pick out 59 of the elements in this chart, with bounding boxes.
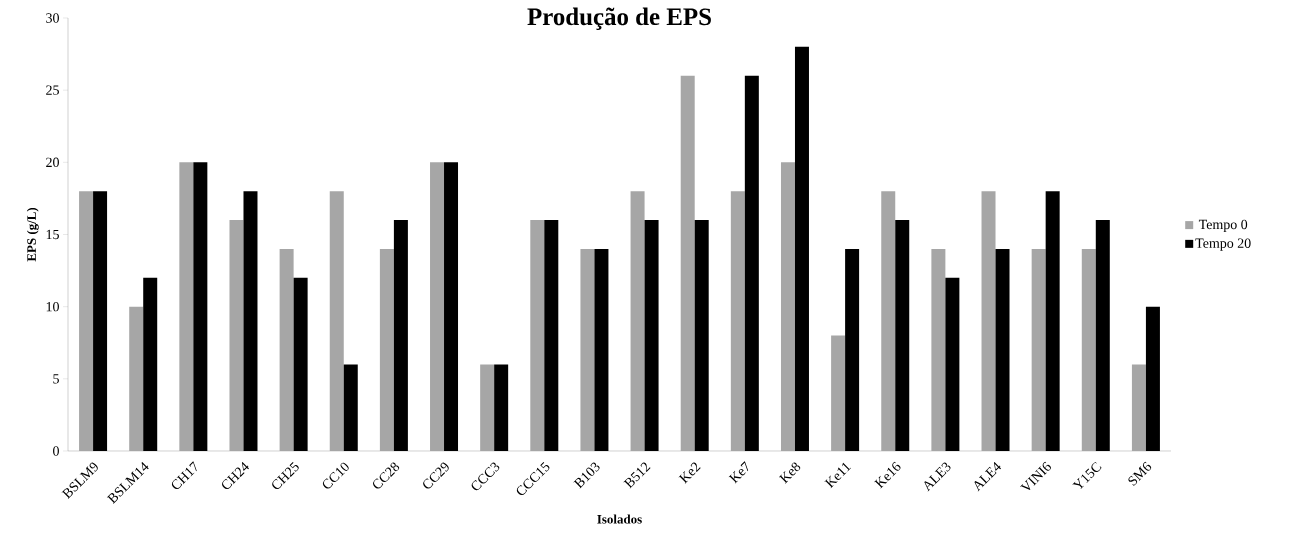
- bar: [680, 75, 695, 451]
- y-tick-label: 15: [46, 229, 59, 240]
- x-axis-title: Isolados: [597, 514, 642, 524]
- bar: [931, 248, 946, 451]
- y-tick-label: 0: [53, 446, 59, 456]
- bar: [1145, 306, 1160, 451]
- bar: [293, 277, 308, 451]
- bar: [580, 248, 595, 451]
- bar: [845, 248, 860, 451]
- bar: [694, 220, 709, 451]
- x-tick-label: Ke2: [678, 462, 701, 484]
- bar: [279, 248, 294, 451]
- bar: [444, 162, 459, 451]
- bar: [79, 191, 94, 451]
- bar: [494, 364, 509, 451]
- bar: [193, 162, 208, 451]
- bar: [1045, 191, 1060, 451]
- bar: [93, 191, 108, 451]
- bar: [945, 277, 960, 451]
- bar: [1031, 248, 1046, 451]
- legend-label: Tempo 20: [1195, 238, 1251, 251]
- bar: [379, 248, 394, 451]
- bar: [1095, 220, 1110, 451]
- bar: [780, 162, 795, 451]
- bar: [831, 335, 846, 451]
- bar: [630, 191, 645, 451]
- bar: [480, 364, 495, 451]
- bar: [594, 248, 609, 451]
- legend-label: Tempo 0: [1198, 219, 1248, 232]
- y-tick-label: 10: [46, 301, 59, 312]
- bar: [329, 191, 344, 451]
- bar: [143, 277, 158, 451]
- y-tick-label: 20: [46, 157, 59, 168]
- bar: [1081, 248, 1096, 451]
- bar: [229, 220, 244, 451]
- bar: [544, 220, 559, 451]
- y-tick-label: 25: [46, 85, 59, 95]
- bar: [129, 306, 144, 451]
- y-axis-title: EPS (g/L): [26, 207, 39, 262]
- bar: [179, 162, 194, 451]
- bar: [744, 75, 759, 451]
- bar: [243, 191, 258, 451]
- bar: [393, 220, 408, 451]
- x-tick-label: Ke7: [728, 461, 749, 484]
- bar: [981, 191, 996, 451]
- bar: [730, 191, 745, 451]
- bar: [1131, 364, 1146, 451]
- x-tick-label: Ke8: [778, 462, 801, 484]
- y-tick-label: 30: [46, 13, 59, 23]
- bar: [794, 46, 809, 451]
- bar: [895, 220, 910, 451]
- y-tick-label: 5: [53, 374, 59, 384]
- bar: [644, 220, 659, 451]
- bar: [530, 220, 545, 451]
- bar: [881, 191, 896, 451]
- chart-title: Produção de EPS: [527, 7, 711, 31]
- bar: [343, 364, 358, 451]
- bar: [995, 248, 1010, 451]
- bar: [430, 162, 445, 451]
